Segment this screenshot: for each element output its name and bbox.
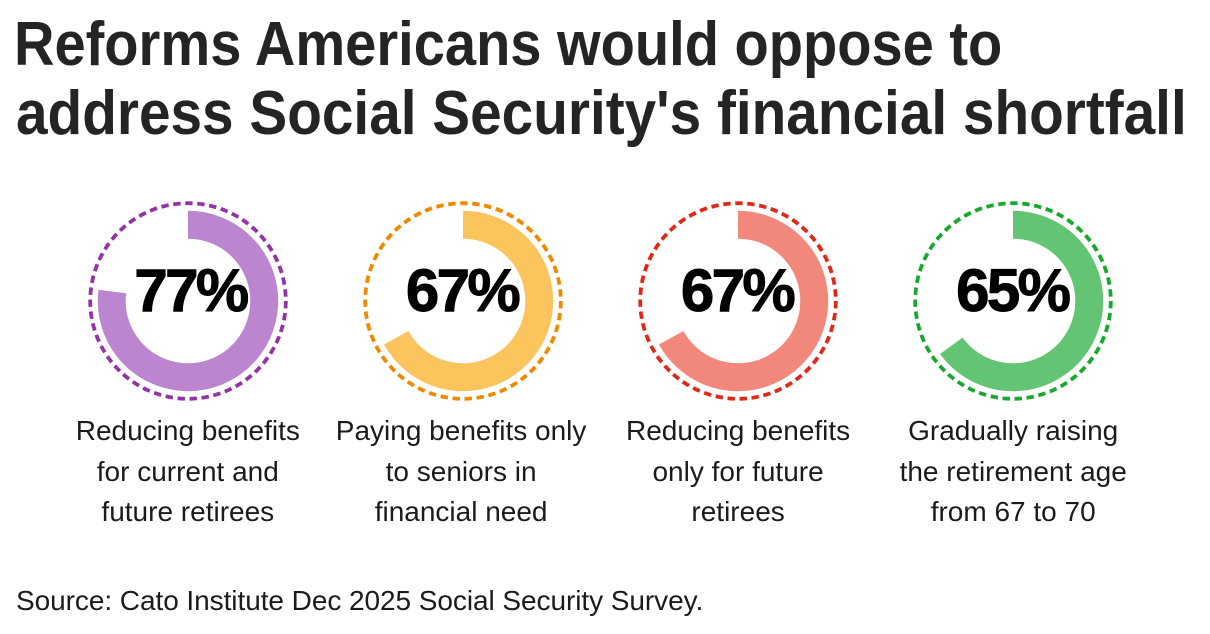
svg-text:67%: 67%: [406, 257, 520, 324]
svg-text:67%: 67%: [681, 257, 795, 324]
svg-text:77%: 77%: [134, 257, 248, 324]
svg-text:65%: 65%: [956, 257, 1070, 324]
